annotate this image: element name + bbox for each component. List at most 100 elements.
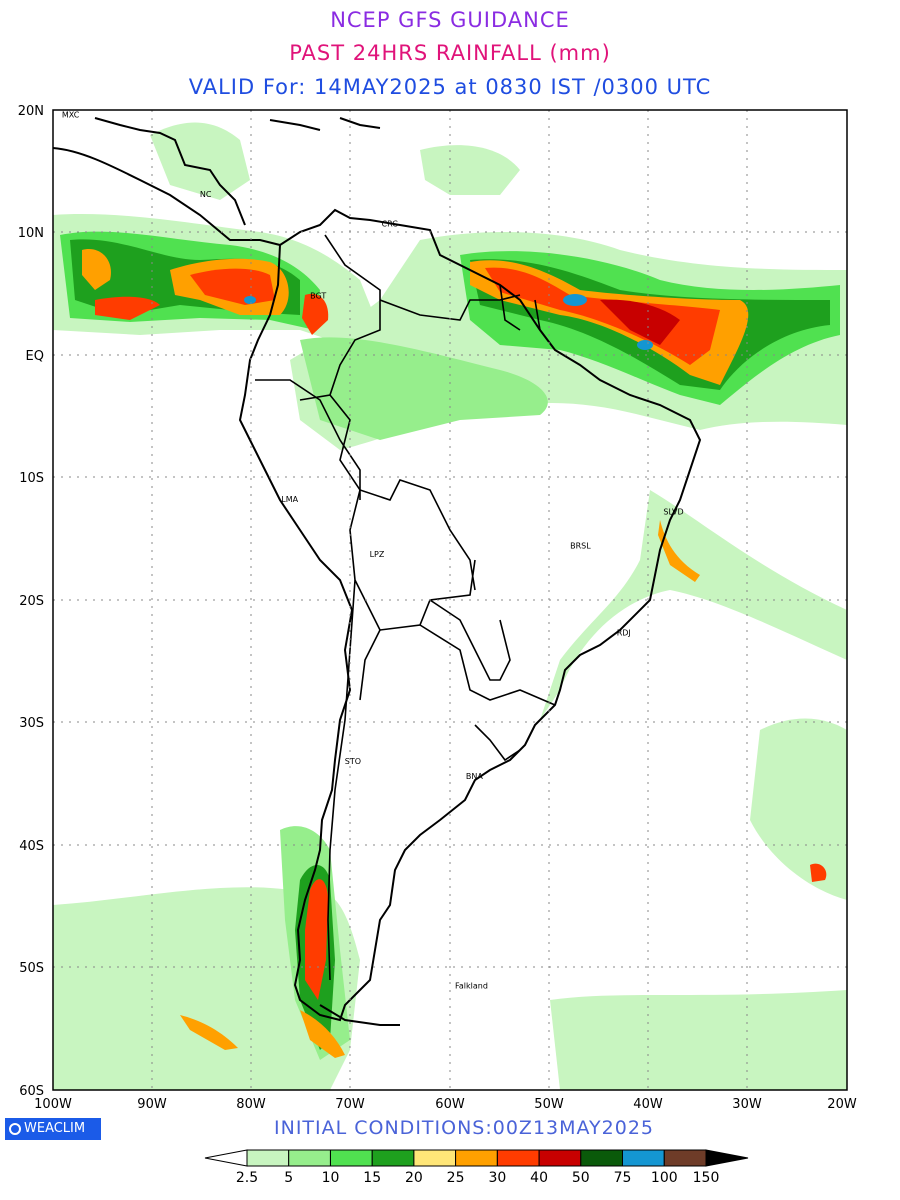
rain-core-patagonia-red [305,879,328,1000]
legend-swatch [288,1149,331,1167]
rainfall-map: 20N 10N EQ 10S 20S 30S 40S 50S 60S 100W … [18,104,857,1110]
border-peru-brazil [329,394,476,591]
legend-label: 75 [614,1170,632,1186]
lon-label: 20W [827,1097,857,1110]
city-label-mxc: MXC [62,110,80,119]
legend-swatch [330,1149,373,1167]
rain-core-panama-red [190,268,275,305]
legend-label: 10 [322,1170,340,1186]
rain-core-atlantic-darkred [600,299,680,345]
lon-label: 70W [335,1097,365,1110]
city-label-rdj: RDJ [617,629,631,638]
lon-label: 60W [435,1097,465,1110]
rain-core-southwest [180,1015,238,1050]
map-frame [52,109,848,1091]
legend-swatch [455,1149,498,1167]
city-label-bna: BNA [466,772,483,781]
lat-label: 10S [19,471,44,486]
legend-min-arrow [204,1149,248,1167]
legend-swatch [538,1149,582,1167]
weaclim-logo: WEACLIM [5,1118,101,1140]
legend-swatch [371,1149,415,1167]
rainfall-fields [53,122,847,1090]
rain-band-south-east [550,990,847,1090]
rain-core-drake [300,1010,345,1058]
legend-label: 40 [530,1170,548,1186]
title-valid-time: VALID For: 14MAY2025 at 0830 IST /0300 U… [188,75,712,99]
initial-conditions: INITIAL CONDITIONS:00Z13MAY2025 [274,1117,655,1139]
rain-band-sacz [540,490,847,720]
legend-swatch [663,1149,707,1167]
legend-label: 20 [405,1170,423,1186]
coast-patagonia-islands [319,1004,400,1026]
city-label-sto: STO [345,757,361,766]
rain-core-pacific-line [95,296,160,320]
rain-core-sacz-orange [658,520,700,582]
lat-label: 20N [18,104,44,119]
lon-label: 50W [534,1097,564,1110]
lat-label: 30S [19,716,44,731]
legend-swatch [622,1149,665,1167]
city-label-lma: LMA [281,495,298,504]
rainfall-legend: 2.5 5 10 15 20 25 30 40 50 75 100 150 [204,1149,749,1186]
rain-core-southatlantic [810,863,827,882]
city-markers: MXC NC CRC BGT LMA LPZ BRSL SLVD RDJ STO BNA Falkla… [62,110,684,990]
city-label-falkland: Falkland [455,981,488,990]
border-paraguay [429,599,511,681]
legend-swatch [413,1149,457,1167]
legend-max-arrow [705,1149,749,1167]
legend-swatch [246,1149,290,1167]
border-venezuela-brazil [379,294,521,321]
latitude-labels: 20N 10N EQ 10S 20S 30S 40S 50S 60S [18,104,44,1099]
city-label-slvd: SLVD [663,507,683,516]
legend-swatch [580,1149,623,1167]
coastlines [53,117,702,1026]
coast-cuba-caribbean [269,117,381,131]
legend-labels: 2.5 5 10 15 20 25 30 40 50 75 100 150 [236,1170,720,1186]
city-label-nc: NC [200,190,212,199]
lat-label: 20S [19,594,44,609]
legend-label: 5 [284,1170,293,1186]
rain-band-atlantic-north [420,145,520,195]
rain-core-blue-2 [637,340,653,350]
lat-label: EQ [26,349,44,364]
coast-central-america-north [94,117,246,226]
city-label-crc: CRC [382,219,399,228]
rain-core-blue-3 [244,296,256,304]
border-ecuador-peru [255,379,361,500]
lat-label: 10N [18,226,44,241]
lon-label: 30W [732,1097,762,1110]
country-borders [255,234,556,981]
lat-label: 50S [19,961,44,976]
legend-swatch [496,1149,540,1167]
legend-label: 15 [363,1170,381,1186]
legend-color-bar [204,1149,749,1167]
logo-text: WEACLIM [24,1121,86,1136]
title-variable: PAST 24HRS RAINFALL (mm) [289,41,611,65]
rain-band-south-atlantic [750,718,847,900]
legend-label: 50 [572,1170,590,1186]
lat-label: 60S [19,1084,44,1099]
rain-core-blue-1 [563,294,587,306]
legend-label: 100 [651,1170,678,1186]
rain-medium-amazon [300,337,548,440]
longitude-labels: 100W 90W 80W 70W 60W 50W 40W 30W 20W [34,1097,857,1110]
city-label-lpz: LPZ [370,550,385,559]
legend-label: 150 [693,1170,720,1186]
city-label-bgt: BGT [310,292,326,301]
lon-label: 90W [137,1097,167,1110]
rain-band-southern-ocean [53,887,360,1090]
lon-label: 40W [633,1097,663,1110]
coast-south-america [238,208,702,1022]
legend-label: 25 [447,1170,465,1186]
rain-core-colombia [302,293,329,335]
logo-ring-icon [9,1123,21,1135]
legend-label: 30 [488,1170,506,1186]
border-colombia-venezuela [299,234,381,401]
title-model: NCEP GFS GUIDANCE [330,8,570,32]
city-label-brsl: BRSL [570,542,591,551]
coast-central-america [53,147,281,246]
lon-label: 100W [34,1097,72,1110]
lon-label: 80W [236,1097,266,1110]
legend-label: 2.5 [236,1170,258,1186]
